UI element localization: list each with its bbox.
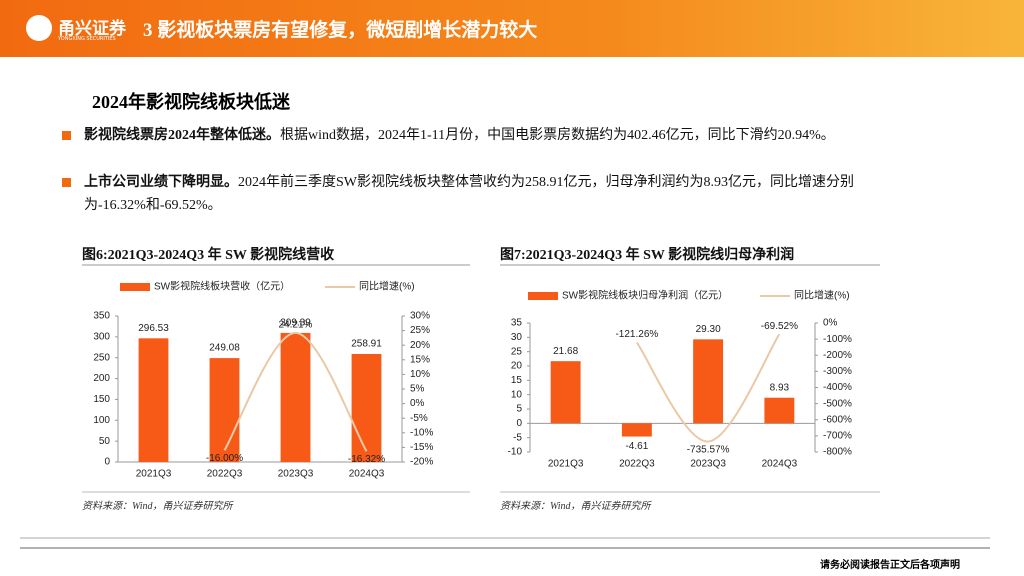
y2-tick-label: -200%: [823, 350, 852, 361]
data-label: 29.30: [696, 324, 721, 335]
y-tick-label: 100: [93, 415, 110, 426]
legend-swatch: [120, 283, 150, 291]
y-tick-label: 150: [93, 394, 110, 405]
y-tick-label: -10: [508, 447, 523, 458]
y2-tick-label: -15%: [410, 442, 433, 453]
y2-tick-label: 20%: [410, 340, 430, 351]
bar: [621, 423, 652, 437]
logo: 甬兴证券: [58, 19, 126, 39]
data-label: -16.32%: [348, 454, 385, 465]
legend-swatch: [528, 292, 558, 300]
y-tick-label: 25: [511, 346, 523, 357]
bar: [550, 361, 581, 424]
logo-icon: [26, 15, 52, 41]
bullet-text: 根据wind数据，2024年1-11月份，中国电影票房数据约为402.46亿元，…: [280, 128, 835, 143]
x-tick-label: 2021Q3: [548, 459, 584, 470]
data-label: -16.00%: [206, 453, 243, 464]
y2-tick-label: -5%: [410, 413, 428, 424]
x-tick-label: 2022Q3: [207, 469, 243, 480]
data-label: -735.57%: [687, 444, 730, 455]
y2-tick-label: -100%: [823, 334, 852, 345]
bullet: 上市公司业绩下降明显。2024年前三季度SW影视院线板块整体营收约为258.91…: [62, 171, 862, 217]
bar: [693, 339, 724, 424]
x-tick-label: 2021Q3: [136, 469, 172, 480]
data-label: 296.53: [138, 323, 169, 334]
data-label: 309.39: [280, 318, 311, 329]
y-tick-label: 200: [93, 373, 110, 384]
data-label: -121.26%: [615, 329, 658, 340]
chart-title: 图7:2021Q3-2024Q3 年 SW 影视院线归母净利润: [500, 248, 795, 263]
y-tick-label: 250: [93, 352, 110, 363]
footer: 请务必阅读报告正文后各项声明: [820, 560, 960, 571]
y-tick-label: 30: [511, 332, 523, 343]
bar: [764, 397, 795, 424]
bullet: 影视院线票房2024年整体低迷。根据wind数据，2024年1-11月份，中国电…: [62, 124, 862, 147]
bullet-bold: 影视院线票房2024年整体低迷。: [84, 128, 280, 143]
y-tick-label: 350: [93, 311, 110, 322]
bar: [351, 353, 382, 462]
y-tick-label: 15: [511, 375, 523, 386]
y2-tick-label: -400%: [823, 382, 852, 393]
y-tick-label: 5: [516, 404, 522, 415]
y2-tick-label: -600%: [823, 414, 852, 425]
y2-tick-label: 0%: [823, 318, 838, 329]
y-tick-label: 0: [516, 418, 522, 429]
data-label: 249.08: [209, 343, 240, 354]
y-tick-label: -5: [513, 432, 522, 443]
legend-label: SW影视院线板块归母净利润（亿元）: [562, 289, 728, 302]
data-label: -4.61: [625, 441, 648, 452]
chart-title: 图6:2021Q3-2024Q3 年 SW 影视院线营收: [82, 248, 335, 263]
source: 资料来源：Wind，甬兴证券研究所: [500, 501, 651, 512]
y2-tick-label: 15%: [410, 354, 430, 365]
data-label: 8.93: [770, 382, 790, 393]
y2-tick-label: 0%: [410, 398, 425, 409]
y2-tick-label: -300%: [823, 366, 852, 377]
x-tick-label: 2024Q3: [349, 469, 385, 480]
y2-tick-label: -20%: [410, 457, 433, 468]
y2-tick-label: -800%: [823, 447, 852, 458]
data-label: 24.21%: [279, 320, 313, 331]
y2-tick-label: 10%: [410, 369, 430, 380]
logo-sub: YONGXING SECURITIES: [58, 36, 116, 42]
y2-tick-label: 5%: [410, 384, 425, 395]
y-tick-label: 10: [511, 389, 523, 400]
line: [636, 333, 781, 443]
y2-tick-label: -700%: [823, 431, 852, 442]
legend-label: SW影视院线板块营收（亿元）: [154, 280, 290, 293]
x-tick-label: 2022Q3: [619, 459, 655, 470]
bullet-text: 2024年前三季度SW影视院线板块整体营收约为258.91亿元，归母净利润约为8…: [84, 175, 854, 213]
y2-tick-label: -500%: [823, 398, 852, 409]
header-bar: 甬兴证券 YONGXING SECURITIES 3 影视板块票房有望修复，微短…: [0, 0, 1024, 57]
legend-label: 同比增速(%): [359, 280, 415, 293]
section-title: 2024年影视院线板块低迷: [92, 92, 290, 112]
bullet-bold: 上市公司业绩下降明显。: [84, 175, 238, 190]
legend-label: 同比增速(%): [794, 289, 850, 302]
y-tick-label: 0: [104, 457, 110, 468]
header-title: 3 影视板块票房有望修复，微短剧增长潜力较大: [143, 20, 538, 41]
x-tick-label: 2023Q3: [690, 459, 726, 470]
bar: [280, 332, 311, 462]
data-label: -69.52%: [761, 321, 798, 332]
y-tick-label: 300: [93, 331, 110, 342]
x-tick-label: 2023Q3: [278, 469, 314, 480]
y2-tick-label: 30%: [410, 311, 430, 322]
y-tick-label: 20: [511, 361, 523, 372]
bar: [209, 358, 240, 462]
y2-tick-label: -10%: [410, 427, 433, 438]
y-tick-label: 35: [511, 318, 523, 329]
x-tick-label: 2024Q3: [762, 459, 798, 470]
bar: [138, 338, 169, 462]
y-tick-label: 50: [99, 436, 111, 447]
y2-tick-label: 25%: [410, 325, 430, 336]
data-label: 21.68: [553, 346, 578, 357]
line: [223, 331, 368, 452]
source: 资料来源：Wind，甬兴证券研究所: [82, 501, 233, 512]
data-label: 258.91: [351, 339, 382, 350]
